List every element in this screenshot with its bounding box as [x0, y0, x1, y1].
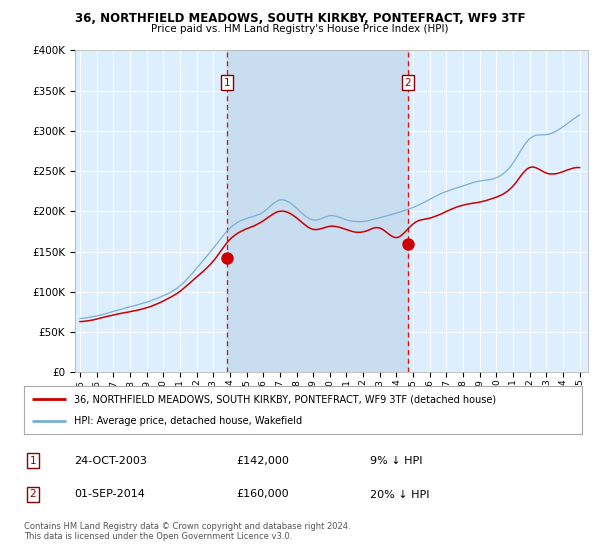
Text: £142,000: £142,000: [236, 456, 289, 466]
Text: 36, NORTHFIELD MEADOWS, SOUTH KIRKBY, PONTEFRACT, WF9 3TF: 36, NORTHFIELD MEADOWS, SOUTH KIRKBY, PO…: [75, 12, 525, 25]
Text: 36, NORTHFIELD MEADOWS, SOUTH KIRKBY, PONTEFRACT, WF9 3TF (detached house): 36, NORTHFIELD MEADOWS, SOUTH KIRKBY, PO…: [74, 394, 496, 404]
Bar: [227, 50, 407, 372]
Text: Price paid vs. HM Land Registry's House Price Index (HPI): Price paid vs. HM Land Registry's House …: [151, 24, 449, 34]
Text: 24-OCT-2003: 24-OCT-2003: [74, 456, 147, 466]
Text: Contains HM Land Registry data © Crown copyright and database right 2024.
This d: Contains HM Land Registry data © Crown c…: [24, 522, 350, 542]
Text: 2: 2: [404, 78, 411, 87]
Text: 1: 1: [29, 456, 36, 466]
Text: 20% ↓ HPI: 20% ↓ HPI: [370, 489, 430, 500]
Text: 01-SEP-2014: 01-SEP-2014: [74, 489, 145, 500]
Text: HPI: Average price, detached house, Wakefield: HPI: Average price, detached house, Wake…: [74, 416, 302, 426]
Text: 2: 2: [29, 489, 36, 500]
Text: 9% ↓ HPI: 9% ↓ HPI: [370, 456, 422, 466]
Text: 1: 1: [223, 78, 230, 87]
Text: £160,000: £160,000: [236, 489, 289, 500]
